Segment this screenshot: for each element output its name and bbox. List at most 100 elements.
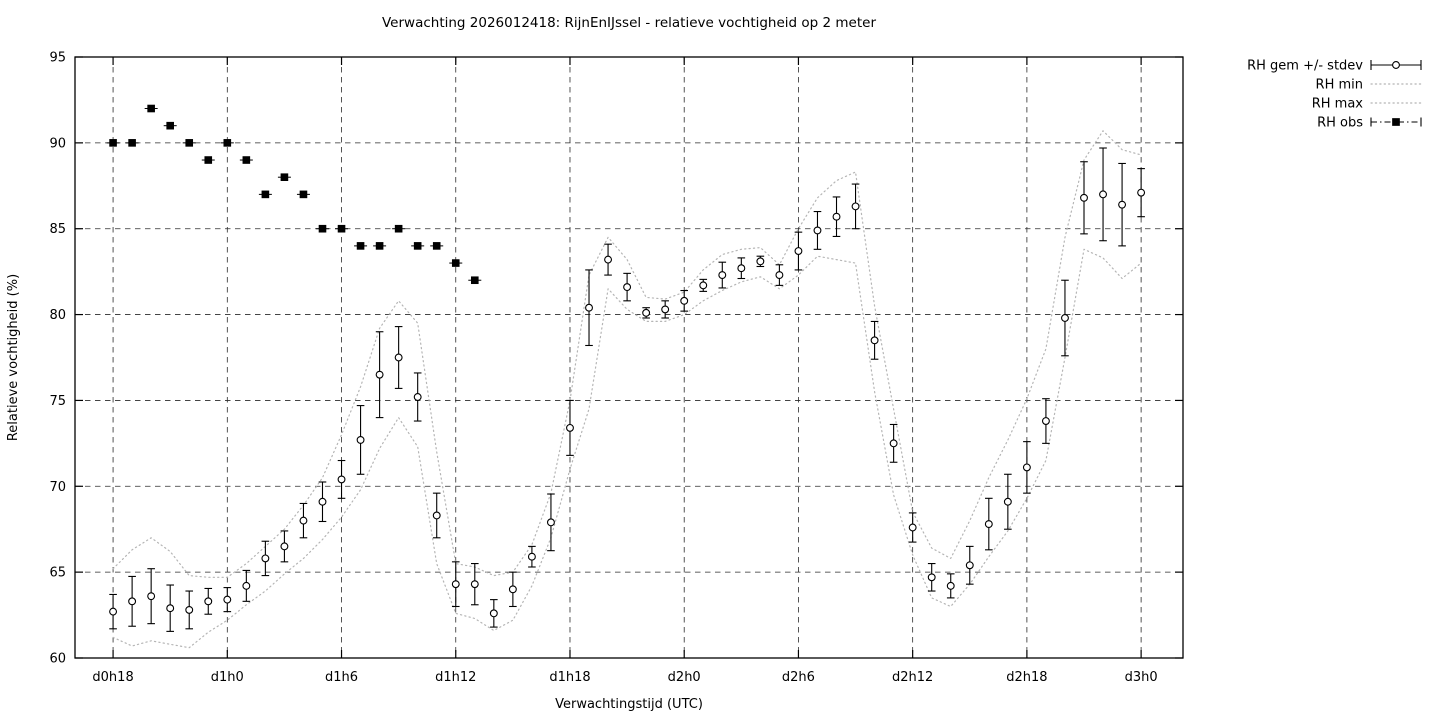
errorbar-point — [128, 575, 137, 627]
mean-marker-circle — [432, 511, 441, 520]
grid — [75, 57, 1183, 658]
legend-label: RH min — [1316, 78, 1363, 93]
errorbar-point — [280, 530, 289, 563]
errorbar-point — [661, 300, 670, 319]
y-tick-labels: 60 65 70 75 80 85 90 95 — [49, 51, 66, 667]
errorbar-point — [470, 563, 479, 606]
obs-point — [449, 259, 463, 267]
errorbar-point — [604, 243, 613, 276]
obs-marker-square — [109, 139, 117, 147]
mean-marker-circle — [623, 283, 632, 292]
obs-marker-square — [394, 224, 403, 233]
errorbar-point — [699, 278, 708, 292]
mean-marker-circle — [946, 581, 955, 590]
x-tick-label: d1h0 — [211, 670, 244, 685]
mean-marker-circle — [927, 573, 936, 582]
mean-marker-circle — [223, 595, 232, 604]
obs-point — [163, 121, 177, 130]
mean-marker-circle — [337, 475, 346, 484]
mean-marker-circle — [718, 271, 727, 280]
obs-point — [296, 190, 310, 199]
errorbar-point — [223, 587, 232, 613]
rh-min-line — [112, 248, 1142, 649]
rh-obs-points — [106, 104, 482, 285]
mean-marker-circle — [1003, 497, 1012, 506]
errorbar-point — [508, 571, 517, 608]
errorbar-point — [775, 264, 784, 286]
obs-point — [468, 276, 482, 285]
obs-point — [201, 156, 215, 164]
obs-point — [335, 224, 349, 233]
obs-point — [239, 156, 253, 164]
errorbar-point — [489, 599, 498, 628]
errorbar-point — [1137, 168, 1146, 218]
plot-border — [74, 56, 1184, 659]
y-tick-label: 65 — [49, 566, 66, 581]
mean-marker-circle — [794, 247, 803, 255]
mean-marker-circle — [527, 552, 536, 561]
errorbar-point — [546, 493, 555, 552]
errorbar-point — [318, 481, 327, 523]
axis-ticks — [75, 56, 1183, 659]
mean-marker-circle — [585, 303, 593, 312]
mean-marker-circle — [109, 607, 118, 616]
errorbar-point — [147, 568, 156, 625]
chart-title: Verwachting 2026012418: RijnEnIJssel - r… — [381, 15, 877, 31]
legend: RH gem +/- stdev RH min RH max RH obs — [1247, 59, 1422, 131]
mean-marker-circle — [1118, 200, 1127, 209]
x-tick-label: d2h18 — [1006, 670, 1047, 685]
errorbar-point — [794, 231, 803, 271]
mean-marker-circle — [908, 523, 917, 532]
errorbar-point — [566, 399, 574, 456]
mean-marker-circle — [832, 212, 841, 221]
x-tick-label: d1h12 — [435, 670, 476, 685]
errorbar-point — [737, 257, 746, 280]
errorbar-point — [718, 261, 727, 289]
legend-sample-circle — [1392, 61, 1400, 69]
mean-marker-circle — [204, 597, 213, 606]
obs-marker-square — [375, 242, 384, 250]
y-tick-label: 70 — [49, 480, 66, 495]
errorbar-point — [204, 587, 213, 615]
errorbar-point — [984, 497, 993, 551]
mean-marker-circle — [775, 271, 784, 280]
obs-point — [106, 139, 120, 147]
errorbar-point — [965, 545, 974, 585]
errorbar-point — [908, 512, 917, 543]
obs-point — [182, 139, 196, 147]
mean-marker-circle — [280, 542, 289, 551]
mean-marker-circle — [680, 296, 689, 305]
errorbar-point — [756, 255, 765, 268]
y-tick-label: 60 — [49, 652, 66, 667]
errorbar-point — [1022, 441, 1031, 494]
obs-point — [411, 242, 425, 250]
errorbar-point — [585, 269, 593, 347]
errorbar-point — [946, 573, 955, 599]
errorbar-point — [642, 307, 651, 319]
obs-point — [373, 242, 387, 250]
obs-marker-square — [128, 139, 136, 147]
mean-marker-circle — [508, 585, 517, 594]
legend-row: RH obs — [1317, 116, 1422, 131]
mean-marker-circle — [870, 336, 879, 345]
errorbar-point — [813, 210, 822, 250]
errorbar-point — [832, 196, 841, 237]
mean-marker-circle — [147, 592, 156, 601]
mean-marker-circle — [413, 393, 422, 401]
obs-marker-square — [280, 173, 289, 181]
obs-point — [220, 139, 234, 147]
legend-row: RH min — [1316, 78, 1422, 93]
mean-marker-circle — [451, 580, 460, 589]
errorbar-point — [451, 561, 460, 608]
errorbar-point — [1118, 162, 1127, 247]
obs-marker-square — [242, 156, 251, 164]
obs-marker-square — [185, 139, 194, 147]
errorbar-point — [185, 590, 194, 630]
x-tick-label: d3h0 — [1125, 670, 1158, 685]
mean-marker-circle — [1022, 463, 1031, 472]
legend-row: RH gem +/- stdev — [1247, 59, 1422, 74]
mean-marker-circle — [813, 226, 822, 235]
errorbar-point — [109, 593, 118, 630]
